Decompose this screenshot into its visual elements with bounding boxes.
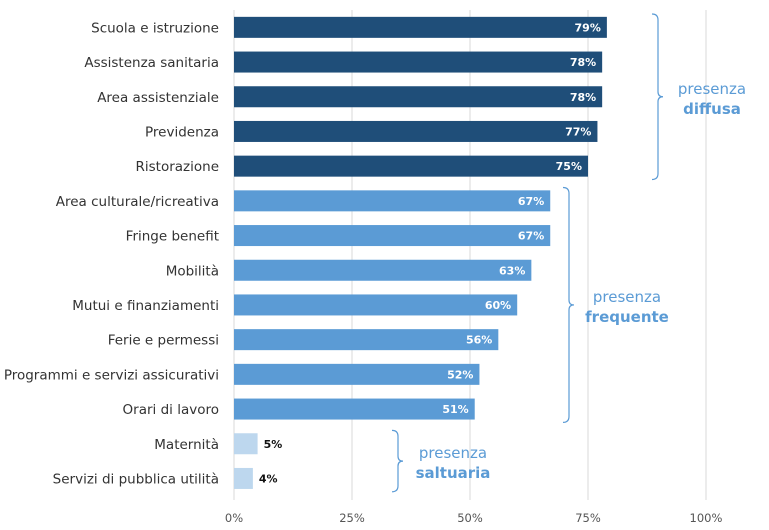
- category-label: Programmi e servizi assicurativi: [4, 367, 219, 383]
- category-label: Mutui e finanziamenti: [72, 298, 219, 314]
- value-label: 51%: [442, 403, 468, 416]
- group-label-bottom: diffusa: [683, 100, 741, 118]
- bar: [234, 329, 499, 351]
- category-label: Mobilità: [166, 263, 219, 279]
- bar: [234, 259, 532, 281]
- group-annotations: presenza diffusa presenza frequente presenza…: [391, 13, 746, 493]
- category-label: Fringe benefit: [126, 229, 219, 245]
- bar: [234, 363, 480, 385]
- grid-lines: [233, 10, 707, 500]
- category-label: Maternità: [154, 437, 219, 453]
- group-label-top: presenza: [678, 80, 746, 98]
- value-label: 56%: [466, 334, 492, 347]
- group-brace: [391, 429, 404, 493]
- bars: [234, 16, 607, 489]
- category-label: Ferie e permessi: [108, 333, 219, 349]
- value-labels: 79% 78% 78% 77% 75% 67% 67% 63% 60% 56% 52% 51% 5% 4%: [259, 21, 601, 485]
- value-label: 79%: [575, 21, 601, 34]
- value-label: 67%: [518, 230, 544, 243]
- bar: [234, 155, 588, 177]
- category-label: Servizi di pubblica utilità: [53, 471, 219, 487]
- category-label: Area culturale/ricreativa: [56, 194, 219, 210]
- group-label-top: presenza: [419, 444, 487, 462]
- value-label: 52%: [447, 368, 473, 381]
- category-label: Assistenza sanitaria: [84, 55, 219, 71]
- category-labels: Scuola e istruzione Assistenza sanitaria A…: [4, 20, 219, 487]
- bar: [234, 120, 598, 142]
- value-label: 4%: [259, 472, 278, 485]
- group-brace: [651, 13, 664, 181]
- category-label: Previdenza: [145, 124, 219, 140]
- group-label-top: presenza: [593, 288, 661, 306]
- group-brace: [562, 186, 575, 423]
- x-tick-label: 0%: [225, 511, 243, 525]
- value-label: 75%: [556, 160, 582, 173]
- category-label: Scuola e istruzione: [91, 20, 219, 36]
- x-tick-label: 75%: [575, 511, 601, 525]
- bar: [234, 86, 603, 108]
- x-tick-label: 100%: [690, 511, 723, 525]
- bar: [234, 16, 607, 38]
- value-label: 63%: [499, 264, 525, 277]
- bar: [234, 294, 518, 316]
- bar: [234, 190, 551, 212]
- x-tick-label: 50%: [457, 511, 483, 525]
- category-label: Ristorazione: [136, 159, 220, 175]
- x-axis-tick-labels: 0% 25% 50% 75% 100%: [225, 511, 723, 525]
- x-tick-label: 25%: [339, 511, 365, 525]
- group-label-bottom: saltuaria: [416, 464, 491, 482]
- bar: [234, 433, 258, 455]
- value-label: 67%: [518, 195, 544, 208]
- category-label: Orari di lavoro: [123, 402, 219, 418]
- value-label: 60%: [485, 299, 511, 312]
- value-label: 77%: [565, 125, 591, 138]
- category-label: Area assistenziale: [97, 90, 219, 106]
- group-label-bottom: frequente: [585, 308, 669, 326]
- value-label: 5%: [264, 438, 283, 451]
- bar: [234, 467, 253, 489]
- value-label: 78%: [570, 91, 596, 104]
- bar: [234, 398, 475, 420]
- bar: [234, 225, 551, 247]
- value-label: 78%: [570, 56, 596, 69]
- bar: [234, 51, 603, 73]
